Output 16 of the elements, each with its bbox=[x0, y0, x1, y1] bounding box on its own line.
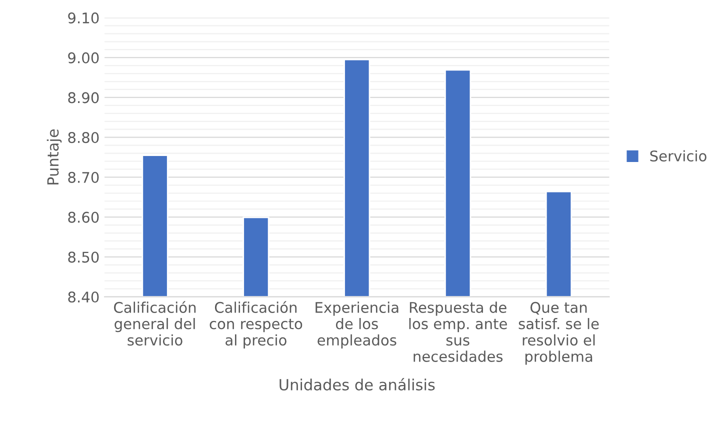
x-tick-label: Calificación general del servicio bbox=[114, 301, 196, 346]
y-tick-label: 8.50 bbox=[68, 252, 99, 263]
y-tick-label: 8.90 bbox=[68, 92, 99, 104]
x-axis-title: Unidades de análisis bbox=[280, 378, 435, 390]
legend-label: Servicio bbox=[650, 150, 706, 162]
y-tick-label: 8.60 bbox=[68, 212, 99, 223]
y-tick-label: 8.80 bbox=[68, 132, 99, 144]
x-tick-label: Calificación con respecto al precio bbox=[210, 301, 302, 348]
y-tick-label: 8.70 bbox=[68, 172, 99, 183]
x-tick-label: Que tan satisf. se le resolvio el problema bbox=[518, 302, 599, 365]
y-axis-title: Puntaje bbox=[46, 129, 62, 184]
y-tick-label: 9.00 bbox=[68, 52, 99, 64]
x-tick-label: Respuesta de los emp. ante sus necesidades bbox=[409, 302, 507, 362]
y-tick-label: 8.40 bbox=[68, 292, 99, 303]
x-tick-label: Experiencia de los empleados bbox=[316, 302, 398, 348]
y-tick-label: 9.10 bbox=[68, 12, 99, 24]
